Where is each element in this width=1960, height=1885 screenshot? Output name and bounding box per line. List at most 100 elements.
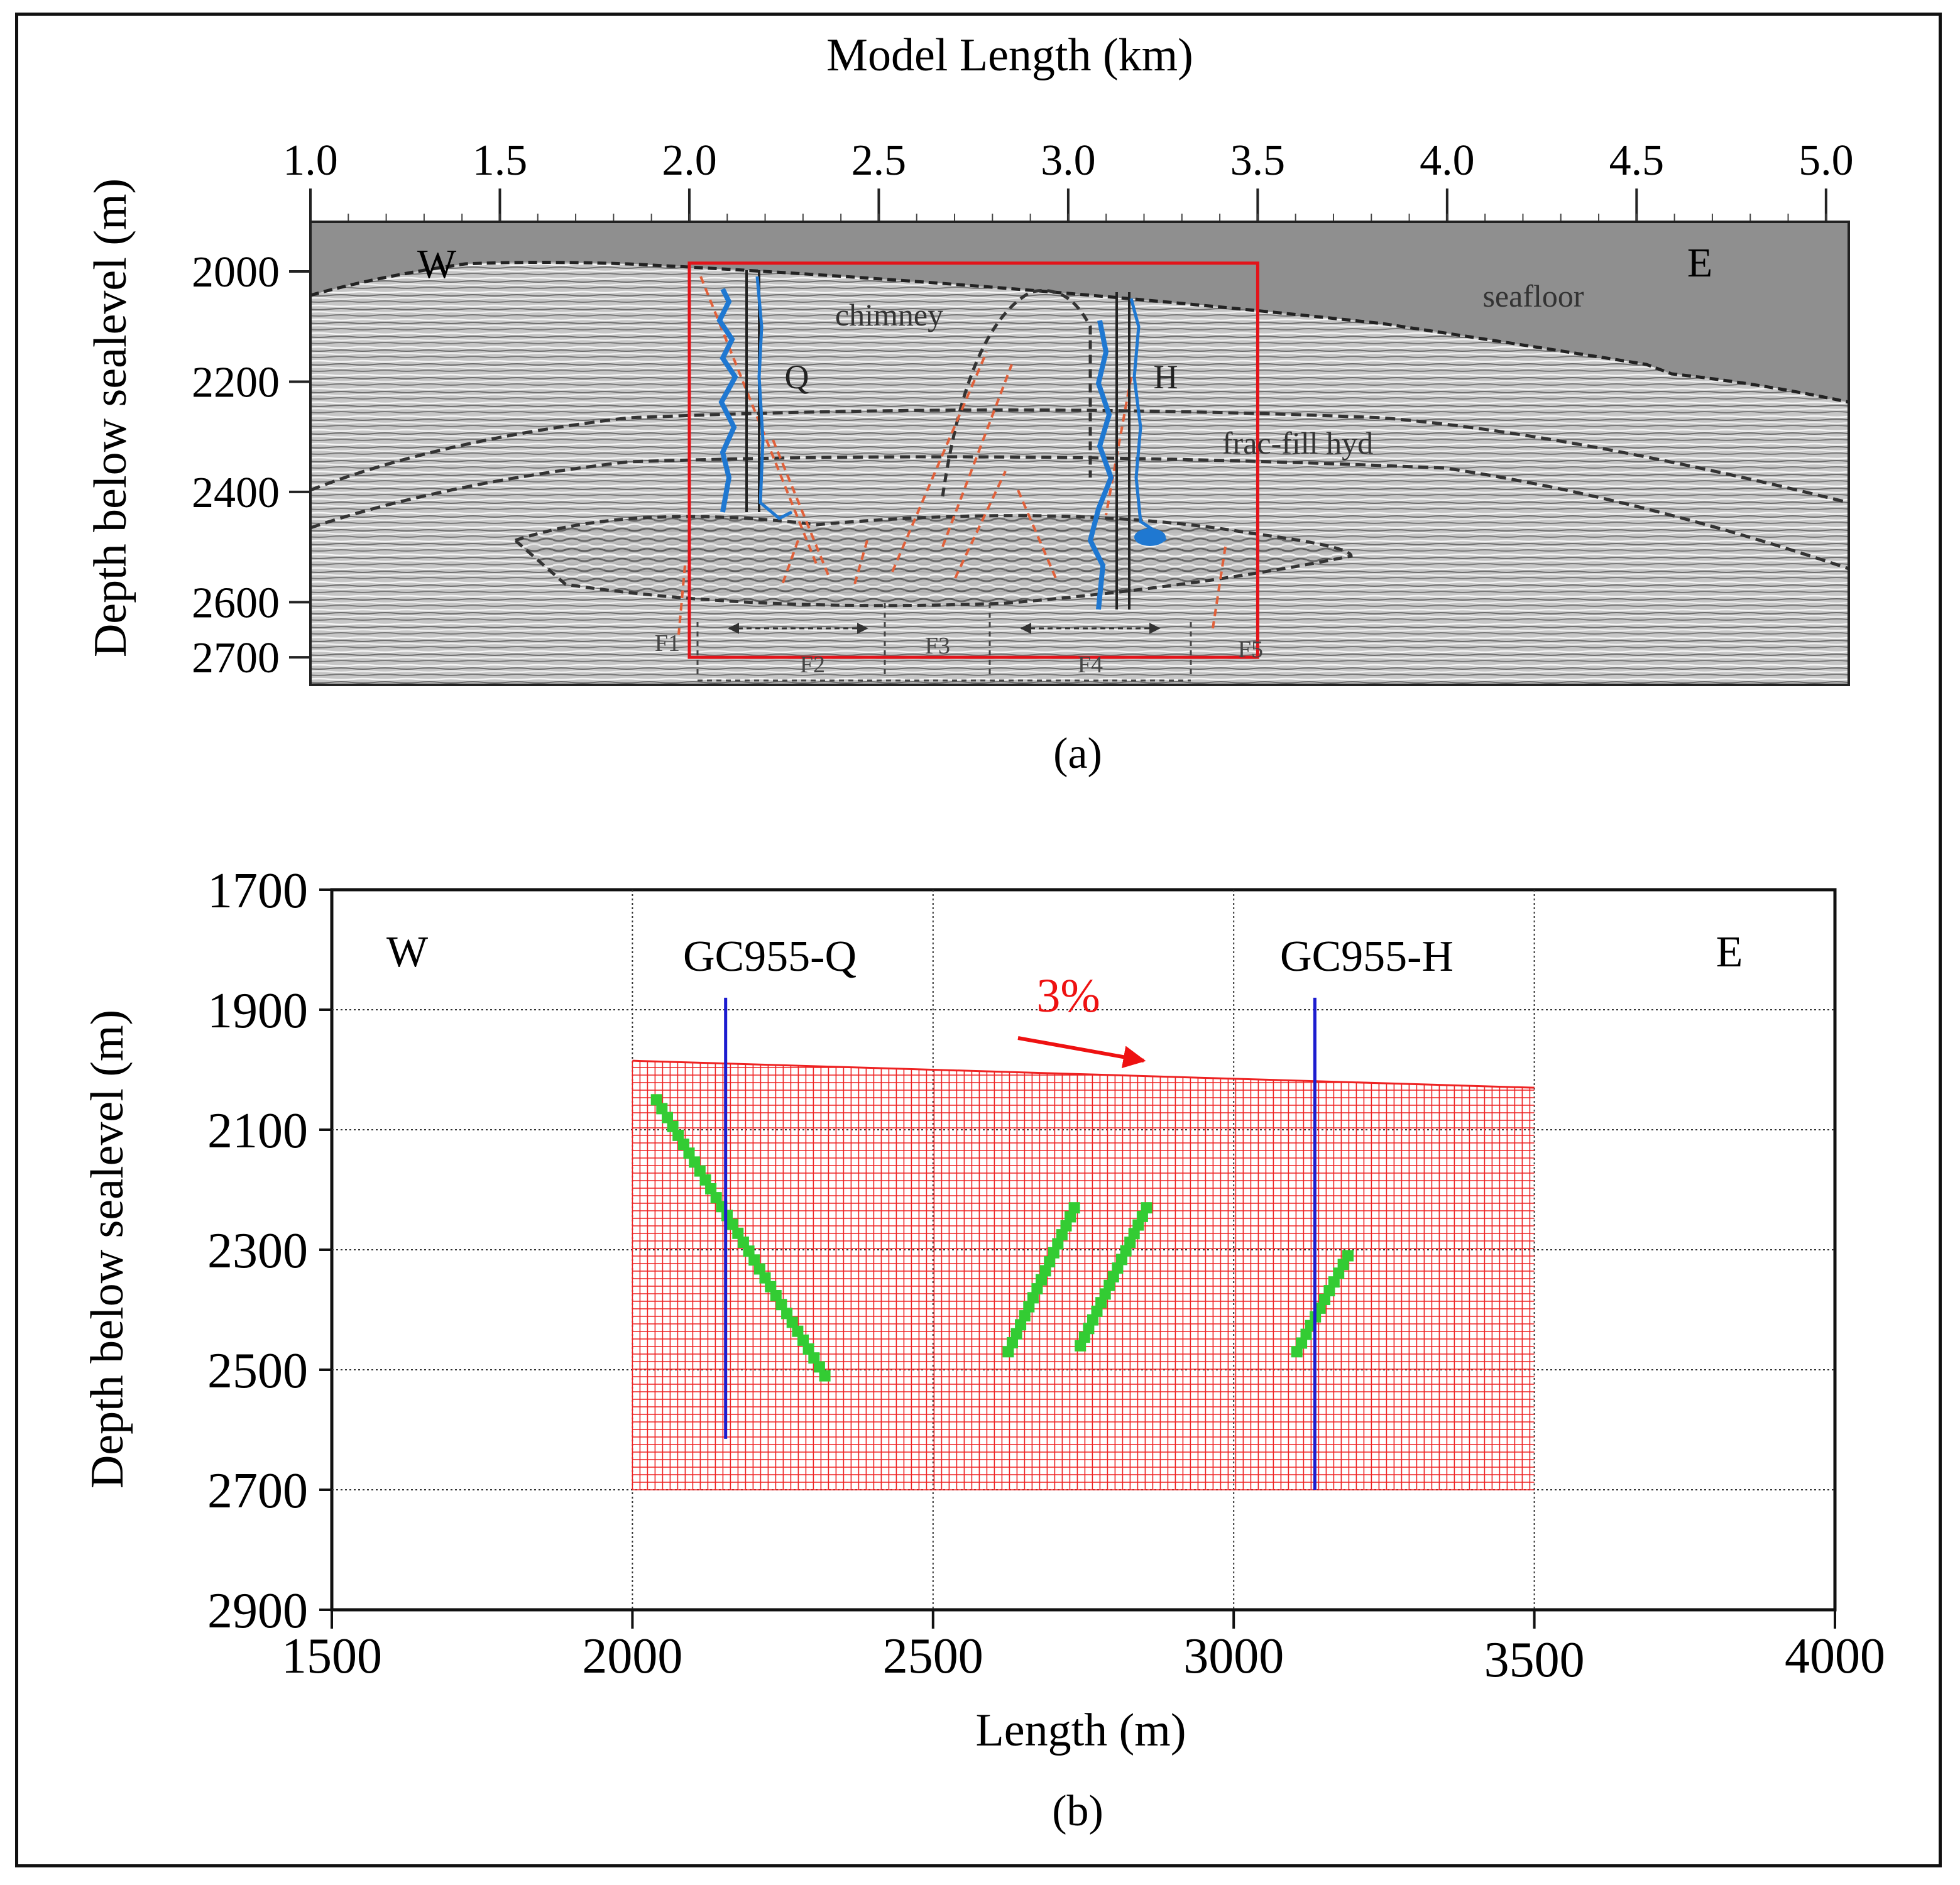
panel-a-x-tick-label: 1.5 [473, 136, 528, 185]
fracture-cell [656, 1103, 668, 1115]
fracture-cell [1027, 1292, 1039, 1304]
fracture-cell [677, 1139, 689, 1150]
fracture-cell [689, 1156, 701, 1168]
panel-a-y-ticks: 2000 2200 2400 2600 2700 [192, 248, 310, 682]
panel-a-x-tick-label: 2.5 [851, 136, 907, 185]
fault-zone-f3: F3 [925, 633, 950, 659]
well-h-label: H [1154, 358, 1178, 396]
fracture-cell [1056, 1229, 1068, 1241]
fracture-cell [1141, 1202, 1152, 1214]
panel-a-x-tick-label: 4.0 [1420, 136, 1475, 185]
frac-fill-label: frac-fill hyd [1222, 425, 1373, 461]
fracture-cell [1319, 1294, 1330, 1305]
fracture-cell [737, 1237, 749, 1248]
fracture-cell [1328, 1276, 1340, 1288]
panel-b-y-tick-label: 2100 [207, 1103, 308, 1159]
fracture-cell [808, 1352, 820, 1364]
fracture-cell [672, 1129, 684, 1141]
panel-b-x-tick-label: 2000 [582, 1629, 682, 1684]
fracture-cell [1300, 1328, 1312, 1340]
fracture-cell [1128, 1228, 1140, 1240]
fracture-cell [667, 1120, 679, 1132]
panel-b-y-tick-label: 1900 [207, 983, 308, 1039]
horizon-1 [310, 408, 1849, 505]
chaotic-zone-outline [512, 514, 1353, 608]
panel-a-x-tick-label: 3.0 [1041, 136, 1096, 185]
panel-b-x-tick-label: 1500 [282, 1629, 382, 1684]
west-label-a: W [417, 241, 457, 287]
slope-arrow [1017, 1036, 1146, 1068]
fracture-cell [786, 1316, 798, 1328]
fracture-cell [1010, 1328, 1022, 1340]
well-lines [724, 997, 1317, 1490]
fracture-cell [1048, 1247, 1059, 1259]
east-label-a: E [1687, 240, 1712, 286]
fracture-cell [1136, 1210, 1148, 1222]
fracture-cell [748, 1254, 760, 1266]
fracture-cell [1015, 1319, 1027, 1331]
fault-zone-f1: F1 [655, 630, 680, 657]
panel-a: Model Length (km) 1.0 1.5 2.0 2.5 3.0 3.5 4.0 4… [85, 30, 1854, 778]
panel-b-y-ticks: 1700 1900 2100 2300 2500 2700 2900 [207, 863, 332, 1639]
seafloor-line [310, 261, 1849, 404]
fracture-cell [662, 1112, 673, 1123]
panel-a-x-tick-label: 5.0 [1798, 136, 1854, 185]
fracture-cell [1002, 1346, 1014, 1358]
west-label-b: W [386, 928, 428, 976]
fracture-cell [1333, 1267, 1345, 1279]
fracture-cell [1116, 1254, 1127, 1265]
fracture-cell [797, 1334, 809, 1346]
fracture-cell [699, 1174, 711, 1186]
fracture-cell [705, 1183, 717, 1194]
panel-a-x-tick-label: 1.0 [283, 136, 338, 185]
fracture-cell [1314, 1302, 1326, 1314]
fault-zone-f4: F4 [1078, 652, 1103, 678]
panel-a-y-tick-label: 2000 [192, 248, 280, 297]
panel-b-y-tick-label: 1700 [207, 863, 308, 919]
slope-label: 3% [1036, 970, 1100, 1022]
fracture-cell [1132, 1219, 1144, 1231]
fracture-cell [1095, 1297, 1107, 1309]
east-label-b: E [1716, 928, 1743, 976]
panel-b-label: (b) [1052, 1787, 1103, 1835]
seismic-section [310, 222, 1849, 685]
fracture-cell [1075, 1340, 1087, 1352]
panel-a-x-tick-label: 4.5 [1609, 136, 1665, 185]
panel-b-x-ticks: 1500 2000 2500 3000 3500 4000 [282, 1610, 1885, 1688]
fracture-cell [732, 1227, 744, 1239]
fracture-cell [770, 1290, 782, 1301]
fracture-cell [1337, 1259, 1349, 1270]
fault-zone-markers [696, 603, 1192, 682]
fracture-cell [802, 1343, 814, 1355]
fracture-cell [1052, 1238, 1064, 1250]
well-logs [716, 270, 1167, 610]
fracture-cell [650, 1094, 662, 1106]
fracture-cell [1342, 1250, 1354, 1262]
fracture-cell [1099, 1288, 1111, 1300]
fracture-cell [1031, 1283, 1043, 1295]
panel-a-title: Model Length (km) [826, 30, 1193, 81]
fracture-cell [1124, 1237, 1136, 1248]
fault-zone-f5: F5 [1238, 637, 1263, 663]
panel-a-label: (a) [1053, 729, 1102, 778]
mesh-lines [632, 1061, 1535, 1490]
panel-b-y-tick-label: 2900 [207, 1583, 308, 1639]
fracture-cell [792, 1325, 804, 1337]
fracture-cell [1044, 1256, 1056, 1268]
fracture-cell [710, 1192, 722, 1204]
fracture-cell [1019, 1310, 1031, 1322]
fracture-cell [1087, 1314, 1098, 1326]
panel-a-y-tick-label: 2200 [192, 358, 280, 407]
fracture-cell [726, 1218, 738, 1230]
panel-a-x-tick-label: 3.5 [1230, 136, 1286, 185]
panel-a-y-tick-label: 2400 [192, 469, 280, 517]
panel-a-y-tick-label: 2700 [192, 634, 280, 682]
fracture-cell [1007, 1337, 1018, 1348]
fracture-cell [1112, 1262, 1124, 1274]
panel-b-y-tick-label: 2700 [207, 1463, 308, 1519]
panel-a-y-tick-label: 2600 [192, 579, 280, 627]
fracture-cell [819, 1370, 831, 1382]
fracture-cell [813, 1361, 825, 1373]
panel-a-plot-border [309, 221, 1850, 686]
fracture-cell [1060, 1220, 1072, 1232]
